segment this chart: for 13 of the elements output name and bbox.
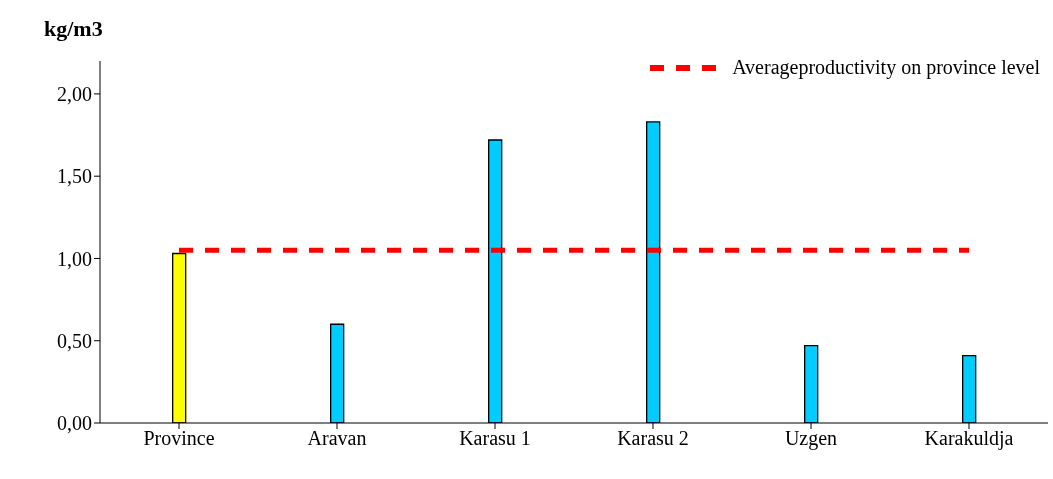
legend-label: Averageproductivity on province level [732,56,1040,79]
y-axis-title: kg/m3 [44,16,103,42]
y-tick-label: 1,50 [57,165,92,188]
x-tick-label: Karakuldja [924,427,1014,451]
x-tick-label: Aravan [307,427,367,450]
x-tick-label: Province [143,427,215,450]
y-tick-label: 0,50 [57,329,92,352]
x-tick-label: Karasu 1 [459,427,531,450]
x-tick-label: Uzgen [784,427,838,451]
y-tick-label: 1,00 [57,247,92,270]
y-tick-label: 2,00 [57,83,92,106]
x-tick-label: Karasu 2 [617,427,689,450]
y-tick-label: 0,00 [57,412,92,435]
